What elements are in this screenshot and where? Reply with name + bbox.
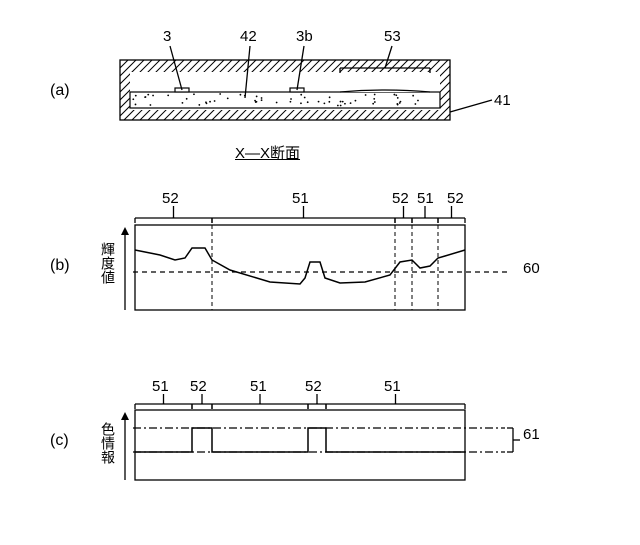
panel-b-region-label: 51 bbox=[417, 190, 434, 207]
callout-53: 53 bbox=[384, 28, 401, 45]
callout-41: 41 bbox=[494, 92, 511, 109]
panel-c-region-label: 52 bbox=[190, 378, 207, 395]
callout-42: 42 bbox=[240, 28, 257, 45]
panel-b-region-label: 52 bbox=[392, 190, 409, 207]
panel-b-region-label: 51 bbox=[292, 190, 309, 207]
callout-61: 61 bbox=[523, 426, 540, 443]
panel-c-region-label: 51 bbox=[384, 378, 401, 395]
panel-c-region-label: 52 bbox=[305, 378, 322, 395]
callout-3: 3 bbox=[163, 28, 171, 45]
panel-c-region-label: 51 bbox=[152, 378, 169, 395]
panel-b-region-label: 52 bbox=[162, 190, 179, 207]
panel-c-figure bbox=[0, 0, 640, 545]
panel-b-region-label: 52 bbox=[447, 190, 464, 207]
callout-60: 60 bbox=[523, 260, 540, 277]
callout-3b: 3b bbox=[296, 28, 313, 45]
panel-c-region-label: 51 bbox=[250, 378, 267, 395]
